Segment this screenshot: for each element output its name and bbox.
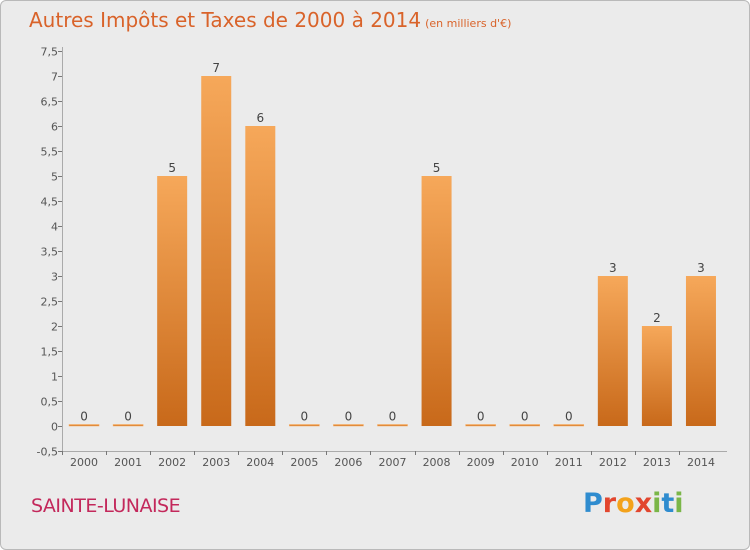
y-tick-label: 5 [51,171,58,184]
data-label: 0 [389,410,397,424]
bar[interactable] [112,424,144,427]
x-tick-label: 2011 [555,456,583,469]
bars: 0 0 5 7 6 0 0 0 5 0 0 0 3 2 3 [68,61,716,427]
x-tick-label: 2003 [202,456,230,469]
x-tick-label: 2001 [114,456,142,469]
logo-letter: t [661,488,675,519]
y-tick-label: 3,5 [41,246,59,259]
data-label: 0 [80,410,88,424]
y-tick-label: 2,5 [41,296,59,309]
y-tick-label: 6,5 [41,96,59,109]
bar[interactable] [333,424,364,427]
bar[interactable] [377,424,408,427]
data-label: 0 [124,410,132,424]
y-tick-label: 5,5 [41,146,59,159]
logo-letter: P [583,488,603,519]
y-tick-label: 3 [51,271,58,284]
bar[interactable] [641,326,672,426]
bar[interactable] [553,424,585,427]
bar[interactable] [201,76,232,426]
proxiti-logo[interactable]: Proxiti [583,488,684,519]
data-label: 0 [477,410,485,424]
bar[interactable] [509,424,540,427]
bar[interactable] [68,424,100,427]
bar[interactable] [465,424,496,427]
x-tick-label: 2013 [643,456,671,469]
data-label: 5 [433,161,441,175]
bar[interactable] [685,276,716,426]
data-label: 5 [168,161,176,175]
y-tick-label: 1 [51,371,58,384]
data-label: 0 [345,410,353,424]
data-label: 0 [565,410,573,424]
y-tick-label: 7 [51,71,58,84]
x-tick-label: 2009 [467,456,495,469]
y-tick-label: 4 [51,221,58,234]
logo-letter: r [602,488,617,519]
data-label: 6 [256,111,264,125]
x-tick-label: 2005 [290,456,318,469]
y-tick-label: 6 [51,121,58,134]
data-label: 3 [697,261,705,275]
data-label: 2 [653,311,661,325]
data-label: 7 [212,61,220,75]
y-tick-label: 1,5 [41,346,59,359]
x-tick-label: 2006 [334,456,362,469]
bar[interactable] [245,126,276,426]
y-tick-label: 4,5 [41,196,59,209]
x-tick-label: 2004 [246,456,274,469]
x-tick-label: 2008 [423,456,451,469]
y-tick-label: -0,5 [37,446,58,459]
place-name: SAINTE-LUNAISE [31,495,181,517]
bar[interactable] [157,176,188,426]
y-tick-label: 0,5 [41,396,59,409]
data-label: 0 [301,410,309,424]
chart-title: Autres Impôts et Taxes de 2000 à 2014 (en… [29,8,511,32]
bar[interactable] [597,276,628,426]
x-tick-label: 2007 [379,456,407,469]
axes: -0,500,511,522,533,544,555,566,577,52000… [37,46,727,469]
logo-letter: i [674,488,684,519]
title-text: Autres Impôts et Taxes de 2000 à 2014 [29,8,422,32]
logo-letter: o [616,488,635,519]
x-tick-label: 2002 [158,456,186,469]
y-tick-label: 7,5 [41,46,59,59]
data-label: 3 [609,261,617,275]
logo-letter: i [652,488,662,519]
logo-letter: x [634,488,653,519]
y-tick-label: 0 [51,421,58,434]
x-tick-label: 2000 [70,456,98,469]
x-tick-label: 2014 [687,456,715,469]
x-tick-label: 2010 [511,456,539,469]
bar[interactable] [421,176,452,426]
x-tick-label: 2012 [599,456,627,469]
data-label: 0 [521,410,529,424]
bar[interactable] [289,424,320,427]
y-tick-label: 2 [51,321,58,334]
chart-subtitle: (en milliers d'€) [425,17,512,30]
